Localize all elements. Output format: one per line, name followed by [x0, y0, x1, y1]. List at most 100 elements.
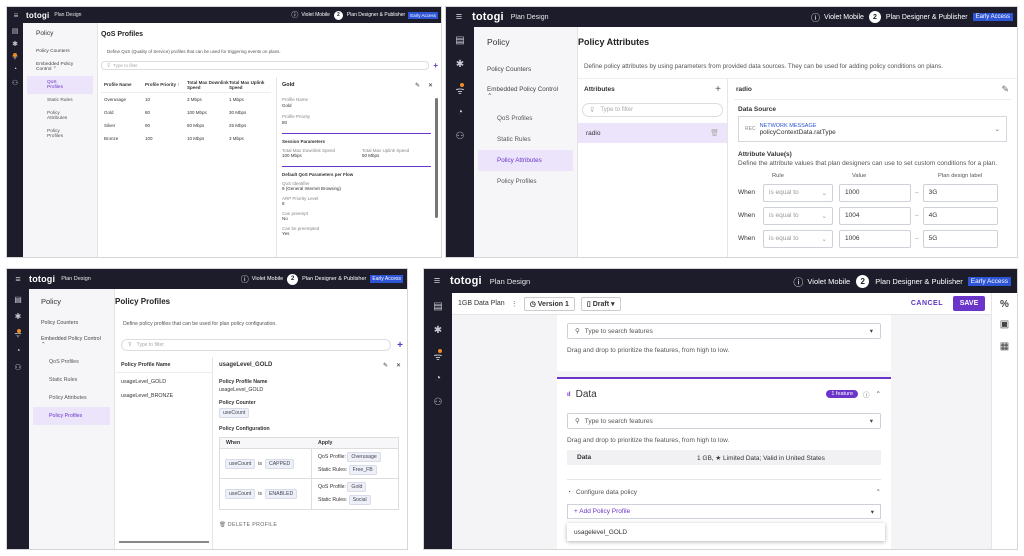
chart-icon[interactable]: ◔: [15, 346, 21, 355]
feature-row[interactable]: Data 1 GB, ★ Limited Data; Valid in Unit…: [567, 450, 881, 465]
user-menu[interactable]: ⓘ Violet Mobile 2 Plan Designer & Publis…: [240, 273, 403, 285]
nav-policy-attributes[interactable]: Policy Attributes: [47, 111, 68, 121]
horizontal-scrollbar[interactable]: [119, 541, 209, 543]
nav-policy-profiles[interactable]: Policy Profiles: [497, 178, 537, 185]
users-icon[interactable]: ⚇: [11, 80, 19, 87]
list-item[interactable]: usageLevel_GOLD: [121, 379, 167, 385]
filter-input[interactable]: ⊽ Type to filter: [101, 61, 430, 70]
users-icon[interactable]: ⚇: [455, 131, 465, 142]
value-input[interactable]: 1006: [839, 229, 911, 248]
percent-icon[interactable]: %: [1000, 299, 1009, 310]
label-input[interactable]: 5G: [922, 229, 998, 248]
document-icon[interactable]: ▤: [433, 301, 443, 312]
gear-icon[interactable]: ✱: [14, 312, 22, 321]
document-icon[interactable]: ▤: [11, 28, 19, 35]
gear-icon[interactable]: ✱: [433, 325, 443, 336]
table-row[interactable]: Gold 80 100 Mbps 30 Mbps: [101, 106, 271, 119]
users-icon[interactable]: ⚇: [433, 397, 443, 408]
user-menu[interactable]: ⓘ Violet Mobile 2 Plan Designer & Publis…: [793, 274, 1011, 289]
user-menu[interactable]: ⓘ Violet Mobile 2 Plan Designer & Publis…: [811, 11, 1013, 24]
draft-button[interactable]: ▯ Draft ▾: [580, 296, 621, 311]
chart-icon[interactable]: ◔: [12, 66, 18, 73]
data-source-select[interactable]: REC NETWORK MESSAGE policyContextData.ra…: [738, 116, 1007, 142]
edit-icon[interactable]: ✎: [382, 362, 388, 369]
list-item[interactable]: usageLevel_BRONZE: [121, 393, 174, 399]
edit-icon[interactable]: ✎: [414, 82, 420, 89]
nav-policy-attributes[interactable]: Policy Attributes: [49, 395, 87, 401]
more-icon[interactable]: ⋮: [510, 300, 518, 308]
edit-icon[interactable]: ✎: [1001, 83, 1009, 94]
nav-static-rules[interactable]: Static Rules: [497, 136, 531, 143]
table-row[interactable]: Silver 90 50 Mbps 25 Mbps: [101, 119, 271, 132]
scrollbar[interactable]: [435, 98, 438, 218]
col-uplink[interactable]: Total Max Uplink Speed: [229, 79, 265, 90]
menu-icon[interactable]: ≡: [433, 275, 441, 287]
network-icon[interactable]: ᯤ: [433, 349, 443, 373]
nav-policy-counters[interactable]: Policy Counters: [487, 66, 532, 73]
close-icon[interactable]: ✕: [427, 82, 433, 89]
close-icon[interactable]: ✕: [395, 362, 401, 369]
nav-embedded-policy-control[interactable]: Embedded Policy Control ⌃: [36, 62, 74, 72]
network-icon[interactable]: ᯤ: [455, 83, 465, 107]
nav-policy-counters[interactable]: Policy Counters: [36, 49, 70, 54]
gear-icon[interactable]: ✱: [12, 41, 18, 48]
value-input[interactable]: 1000: [839, 183, 911, 202]
save-button[interactable]: SAVE: [953, 296, 985, 311]
filter-input[interactable]: ⊽ Type to filter: [121, 339, 392, 351]
document-icon[interactable]: ▤: [455, 35, 465, 46]
rule-select[interactable]: is equal to ⌄: [763, 229, 833, 248]
label-input[interactable]: 3G: [922, 183, 998, 202]
version-button[interactable]: ◷ Version 1: [523, 296, 575, 311]
col-downlink[interactable]: Total Max Downlink Speed: [187, 79, 229, 90]
label-input[interactable]: 4G: [922, 206, 998, 225]
nav-static-rules[interactable]: Static Rules: [47, 98, 73, 103]
add-policy-profile[interactable]: + Add Policy Profile ▾: [567, 504, 881, 519]
menu-icon[interactable]: ≡: [13, 10, 19, 20]
user-menu[interactable]: ⓘ Violet Mobile 2 Plan Designer & Publis…: [291, 10, 438, 20]
list-item[interactable]: radio 🗑: [578, 123, 727, 143]
network-icon[interactable]: ᯤ: [14, 329, 22, 346]
nav-qos-profiles[interactable]: QoS Profiles: [497, 115, 533, 122]
info-icon[interactable]: ⓘ: [863, 392, 870, 399]
nav-policy-profiles[interactable]: Policy Profiles: [33, 407, 110, 425]
table-row[interactable]: Overusage 10 3 Mbps 1 Mbps: [101, 93, 271, 106]
dropdown-option[interactable]: usagelevel_GOLD: [574, 528, 628, 536]
rule-select[interactable]: is equal to ⌄: [763, 183, 833, 202]
users-icon[interactable]: ⚇: [14, 363, 22, 372]
cancel-button[interactable]: CANCEL: [910, 300, 943, 307]
nav-policy-counters[interactable]: Policy Counters: [41, 320, 79, 326]
value-input[interactable]: 1004: [839, 206, 911, 225]
gear-icon[interactable]: ✱: [455, 59, 465, 70]
col-profile-name[interactable]: Profile Name: [104, 82, 132, 87]
network-icon[interactable]: ᯤ: [12, 53, 18, 66]
menu-icon[interactable]: ≡: [15, 274, 21, 284]
clipboard-icon[interactable]: ▣: [999, 319, 1010, 330]
help-icon[interactable]: ⓘ: [240, 274, 249, 284]
add-attribute-button[interactable]: +: [715, 83, 721, 95]
nav-policy-attributes[interactable]: Policy Attributes: [478, 150, 573, 171]
chevron-up-icon[interactable]: ⌃: [875, 391, 881, 398]
trash-icon[interactable]: 🗑: [710, 130, 719, 137]
filter-input[interactable]: ⊽ Type to filter: [582, 103, 723, 117]
nav-embedded-policy-control[interactable]: Embedded Policy Control ⌃: [487, 86, 559, 100]
nav-policy-profiles[interactable]: Policy Profiles: [47, 129, 63, 139]
add-button[interactable]: +: [397, 339, 403, 351]
chart-icon[interactable]: ◔: [434, 373, 442, 384]
help-icon[interactable]: ⓘ: [793, 277, 804, 289]
delete-profile-button[interactable]: 🗑 DELETE PROFILE: [219, 522, 407, 528]
table-row[interactable]: Bronze 100 10 Mbps 3 Mbps: [101, 132, 271, 145]
rule-select[interactable]: is equal to ⌄: [763, 206, 833, 225]
feature-search[interactable]: ⚲ Type to search features ▾: [567, 413, 881, 429]
add-button[interactable]: +: [433, 61, 438, 70]
document-icon[interactable]: ▤: [14, 295, 22, 304]
menu-icon[interactable]: ≡: [455, 11, 463, 23]
help-icon[interactable]: ⓘ: [291, 12, 299, 19]
calculator-icon[interactable]: ▦: [999, 341, 1010, 352]
help-icon[interactable]: ⓘ: [810, 12, 820, 23]
nav-static-rules[interactable]: Static Rules: [49, 377, 78, 383]
nav-embedded-policy-control[interactable]: Embedded Policy Control ⌃: [41, 336, 101, 348]
nav-qos-profiles[interactable]: QoS Profiles: [27, 76, 93, 94]
feature-search[interactable]: ⚲ Type to search features ▾: [567, 323, 881, 339]
chart-icon[interactable]: ◔: [456, 107, 464, 118]
col-priority[interactable]: Profile Priority ↑: [145, 82, 180, 87]
